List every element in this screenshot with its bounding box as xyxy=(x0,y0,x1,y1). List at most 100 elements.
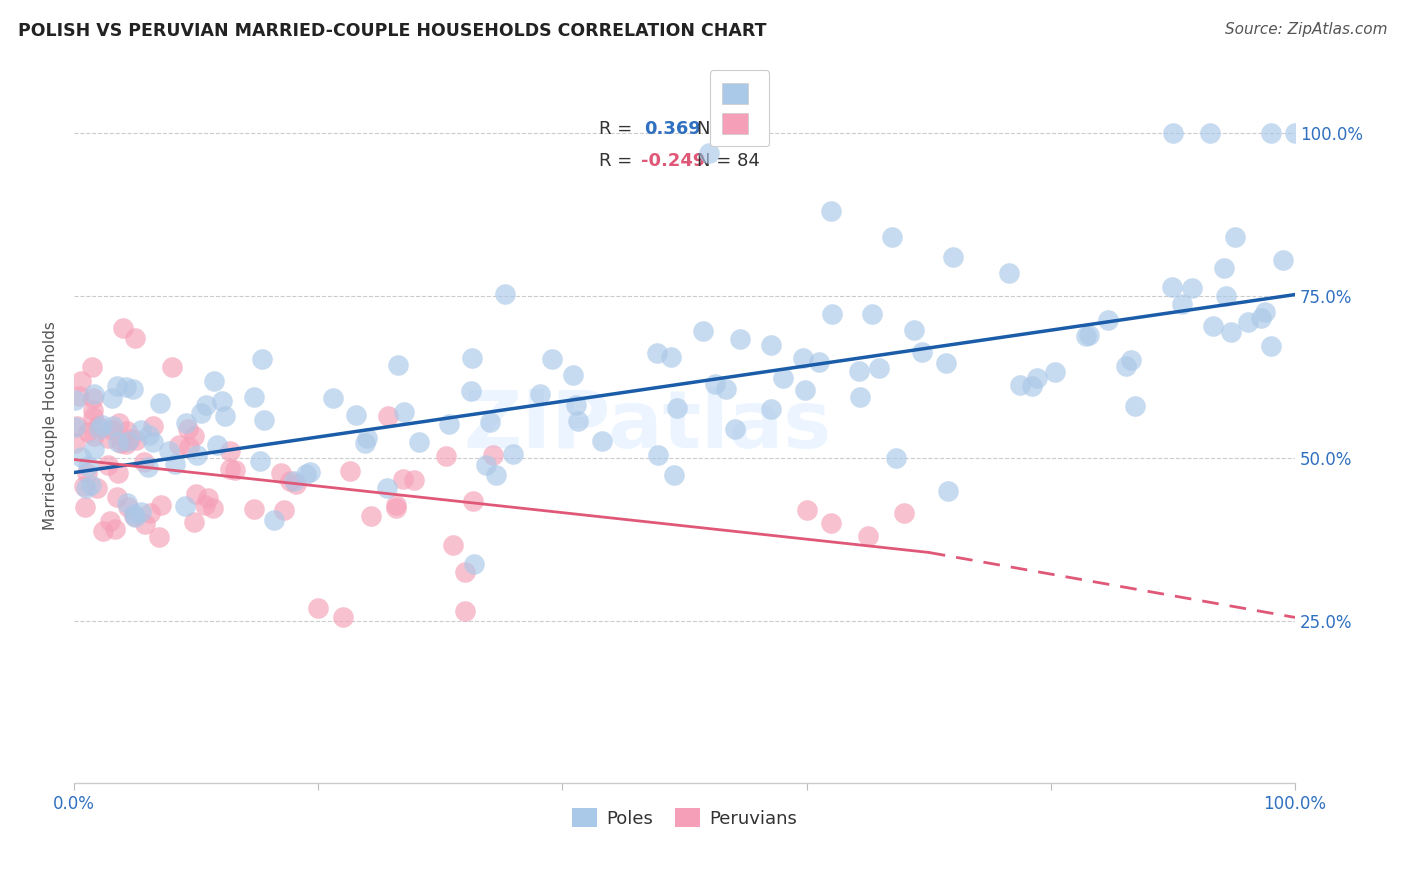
Point xyxy=(807,355,830,369)
Point xyxy=(121,382,143,396)
Point xyxy=(194,498,217,512)
Point xyxy=(211,394,233,409)
Point xyxy=(1202,318,1225,333)
Point xyxy=(408,434,430,449)
Point xyxy=(77,458,100,473)
Point xyxy=(115,380,138,394)
Point xyxy=(117,434,139,449)
Text: Source: ZipAtlas.com: Source: ZipAtlas.com xyxy=(1225,22,1388,37)
Point xyxy=(1260,127,1282,141)
Point xyxy=(645,346,668,360)
Point xyxy=(848,364,870,378)
Point xyxy=(177,440,200,454)
Point xyxy=(150,498,173,512)
Point xyxy=(186,448,208,462)
Point xyxy=(138,427,160,442)
Point xyxy=(1212,260,1234,275)
Point xyxy=(190,406,212,420)
Point xyxy=(1025,371,1047,385)
Point xyxy=(142,418,165,433)
Point xyxy=(252,413,274,427)
Point xyxy=(659,351,682,365)
Point xyxy=(647,448,669,462)
Point xyxy=(893,507,915,521)
Point xyxy=(849,390,872,404)
Point xyxy=(111,321,134,335)
Point xyxy=(1123,400,1146,414)
Point xyxy=(724,422,747,436)
Point xyxy=(75,482,97,496)
Point xyxy=(129,505,152,519)
Point xyxy=(441,538,464,552)
Point xyxy=(124,331,146,345)
Point xyxy=(460,351,482,365)
Point xyxy=(794,383,817,397)
Point xyxy=(122,507,145,521)
Point xyxy=(284,476,307,491)
Point xyxy=(392,472,415,486)
Point xyxy=(772,371,794,385)
Point xyxy=(76,466,98,480)
Point xyxy=(65,392,87,407)
Point xyxy=(202,374,225,388)
Point xyxy=(125,433,148,447)
Point xyxy=(270,466,292,480)
Point xyxy=(67,388,90,402)
Point xyxy=(124,508,146,523)
Point xyxy=(502,446,524,460)
Point xyxy=(224,463,246,477)
Point xyxy=(1272,253,1295,268)
Point xyxy=(356,431,378,445)
Point xyxy=(110,435,132,450)
Point xyxy=(148,530,170,544)
Legend: Poles, Peruvians: Poles, Peruvians xyxy=(565,801,804,835)
Point xyxy=(107,435,129,450)
Point xyxy=(163,458,186,472)
Point xyxy=(998,266,1021,280)
Point xyxy=(434,449,457,463)
Point xyxy=(821,307,844,321)
Point xyxy=(704,376,727,391)
Point xyxy=(283,475,305,489)
Point xyxy=(759,338,782,352)
Point xyxy=(91,417,114,432)
Point xyxy=(115,424,138,438)
Point xyxy=(129,423,152,437)
Point xyxy=(273,503,295,517)
Point xyxy=(903,323,925,337)
Point xyxy=(174,500,197,514)
Text: N = 84: N = 84 xyxy=(697,153,759,170)
Point xyxy=(73,479,96,493)
Point xyxy=(454,604,477,618)
Point xyxy=(219,444,242,458)
Point xyxy=(139,507,162,521)
Text: 0.369: 0.369 xyxy=(644,120,702,138)
Point xyxy=(529,387,551,401)
Point xyxy=(104,522,127,536)
Point xyxy=(160,360,183,375)
Point xyxy=(307,600,329,615)
Point xyxy=(263,513,285,527)
Point xyxy=(83,429,105,443)
Point xyxy=(322,391,344,405)
Y-axis label: Married-couple Households: Married-couple Households xyxy=(44,321,58,530)
Point xyxy=(114,437,136,451)
Point xyxy=(132,455,155,469)
Point xyxy=(1161,127,1184,141)
Point xyxy=(101,418,124,433)
Point xyxy=(332,610,354,624)
Point xyxy=(97,458,120,472)
Point xyxy=(142,435,165,450)
Point xyxy=(186,487,208,501)
Point xyxy=(1198,127,1220,141)
Point xyxy=(935,356,957,370)
Point xyxy=(87,418,110,433)
Point xyxy=(1215,288,1237,302)
Point xyxy=(75,500,97,514)
Point xyxy=(484,468,506,483)
Point xyxy=(83,387,105,401)
Point xyxy=(105,379,128,393)
Point xyxy=(344,408,367,422)
Point xyxy=(201,500,224,515)
Point xyxy=(761,402,783,417)
